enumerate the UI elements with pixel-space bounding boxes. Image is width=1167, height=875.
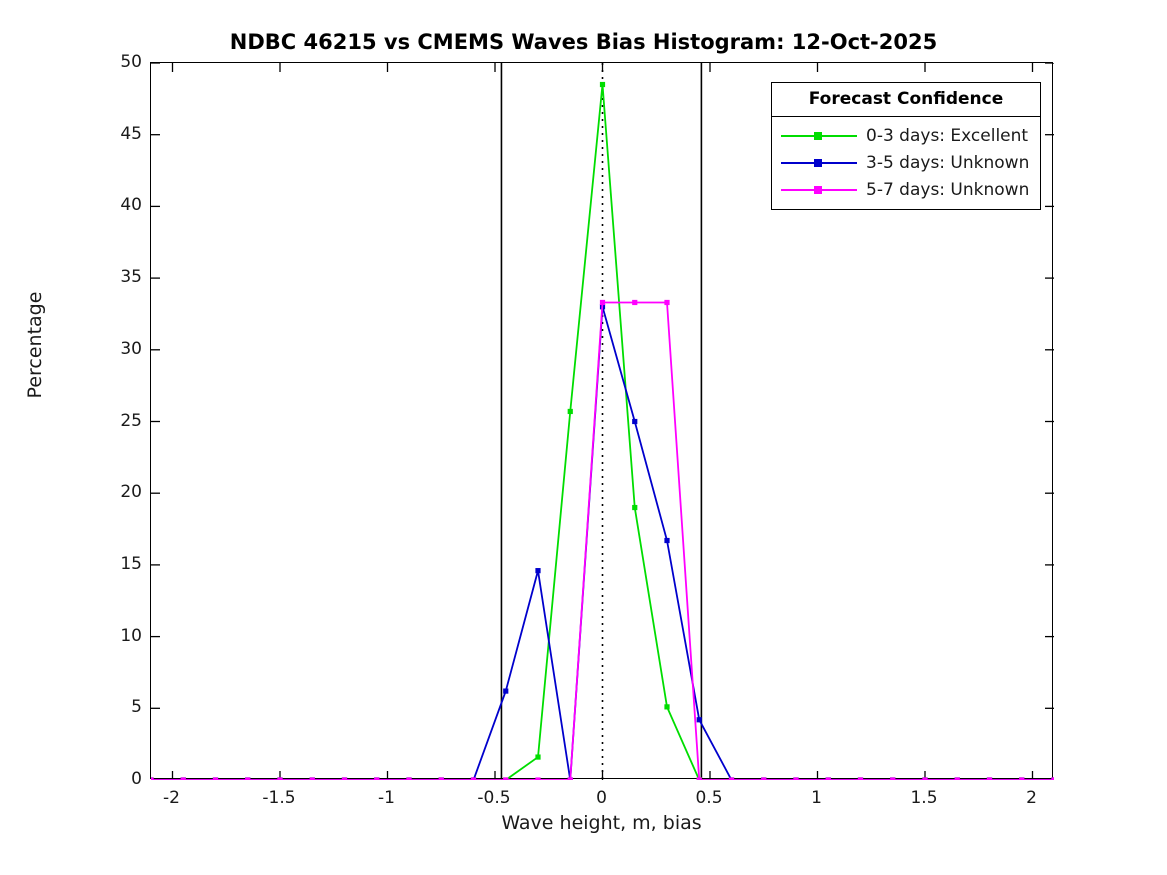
y-tick-label: 40	[120, 195, 142, 216]
legend-marker	[814, 185, 822, 194]
x-axis-label: Wave height, m, bias	[501, 812, 702, 834]
series-marker-2	[470, 777, 477, 780]
series-marker-2	[535, 777, 541, 780]
legend-label: 5-7 days: Unknown	[866, 179, 1030, 200]
series-marker-2	[277, 777, 283, 780]
series-marker-1	[632, 418, 638, 425]
series-marker-0	[664, 704, 670, 710]
legend-item[interactable]: 3-5 days: Unknown	[772, 149, 1040, 176]
series-marker-2	[503, 777, 509, 780]
y-tick-label: 45	[120, 123, 142, 144]
series-marker-0	[632, 504, 638, 511]
legend-label: 3-5 days: Unknown	[866, 152, 1030, 173]
x-tick-label: -1	[378, 788, 395, 808]
y-tick-label: 20	[120, 482, 142, 503]
series-marker-2	[696, 777, 702, 780]
legend-items: 0-3 days: Excellent 3-5 days: Unknown 5-7 …	[772, 117, 1040, 209]
x-tick-label: 0.5	[695, 788, 723, 808]
series-marker-0	[567, 408, 573, 415]
series-marker-2	[986, 777, 993, 780]
x-tick-label: -2	[163, 788, 180, 808]
y-tick-label: 50	[120, 52, 142, 72]
x-tick-label: -0.5	[477, 788, 511, 808]
series-marker-2	[309, 777, 315, 780]
series-marker-2	[151, 777, 154, 780]
y-tick-label: 25	[120, 410, 142, 431]
series-marker-2	[954, 777, 960, 780]
x-tick-label: 1.5	[910, 788, 938, 808]
series-marker-2	[1019, 777, 1025, 780]
series-marker-2	[438, 777, 444, 780]
y-tick-label: 35	[120, 267, 142, 288]
x-tick-label: 1	[811, 788, 822, 808]
chart-title: NDBC 46215 vs CMEMS Waves Bias Histogram…	[229, 30, 938, 54]
legend-item[interactable]: 5-7 days: Unknown	[772, 176, 1040, 203]
series-marker-0	[599, 81, 606, 88]
series-marker-2	[245, 777, 251, 780]
legend-marker	[814, 131, 822, 140]
series-marker-2	[632, 299, 638, 306]
series-marker-2	[825, 777, 831, 780]
series-marker-2	[567, 777, 573, 780]
y-tick-label: 0	[131, 769, 142, 789]
series-marker-2	[793, 777, 799, 780]
y-tick-label: 30	[120, 338, 142, 359]
series-marker-1	[535, 568, 541, 574]
y-axis-label: Percentage	[24, 291, 46, 399]
series-marker-1	[503, 688, 509, 694]
legend-swatch	[781, 129, 857, 143]
legend: Forecast Confidence 0-3 days: Excellent 3…	[771, 82, 1041, 210]
series-marker-0	[535, 754, 541, 760]
series-marker-2	[599, 299, 606, 306]
series-marker-2	[890, 777, 896, 780]
series-marker-2	[922, 777, 928, 780]
series-marker-2	[180, 777, 186, 780]
series-marker-2	[857, 777, 864, 780]
series-marker-2	[1051, 777, 1054, 780]
series-marker-2	[341, 777, 348, 780]
series-marker-2	[728, 777, 735, 780]
x-tick-label: 2	[1026, 788, 1037, 808]
y-tick-label: 5	[131, 697, 142, 718]
series-marker-1	[696, 717, 702, 723]
plot-svg	[151, 63, 1054, 780]
x-tick-label: -1.5	[262, 788, 296, 808]
series-marker-2	[212, 777, 219, 780]
series-marker-1	[664, 537, 670, 544]
legend-marker	[814, 158, 822, 167]
y-tick-label: 10	[120, 625, 142, 646]
series-marker-2	[374, 777, 380, 780]
y-tick-label: 15	[120, 553, 142, 574]
legend-item[interactable]: 0-3 days: Excellent	[772, 122, 1040, 149]
series-marker-2	[406, 777, 412, 780]
series-marker-2	[761, 777, 767, 780]
legend-label: 0-3 days: Excellent	[866, 125, 1029, 146]
legend-swatch	[781, 156, 857, 170]
legend-swatch	[781, 183, 857, 197]
series-line-1	[151, 306, 1054, 780]
series-marker-2	[664, 299, 670, 306]
legend-title: Forecast Confidence	[772, 83, 1040, 117]
x-tick-label: 0	[596, 788, 607, 808]
